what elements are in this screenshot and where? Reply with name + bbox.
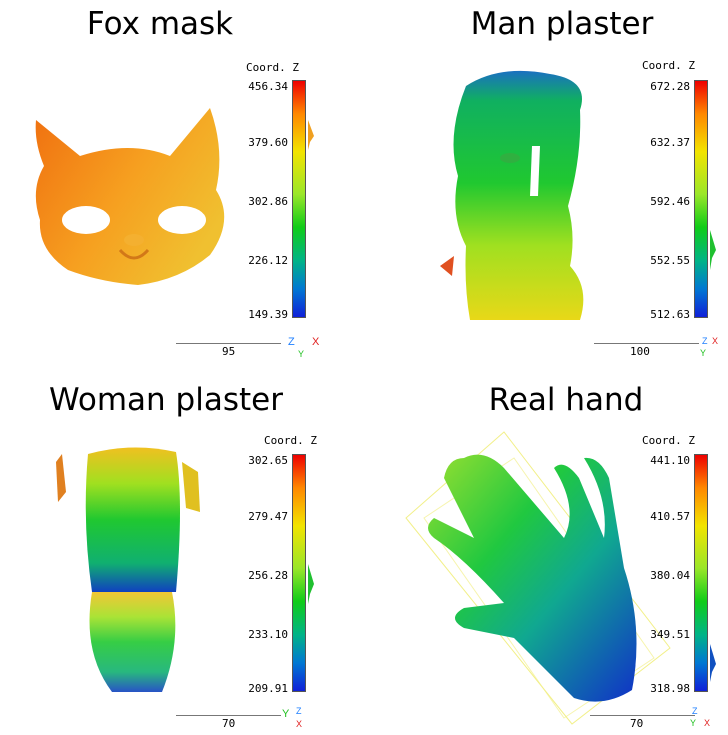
tick-label: 302.86 [248,195,288,208]
panel-title: Fox mask [86,6,234,42]
tick-label: 672.28 [650,80,690,93]
axis-label-z: Z [288,336,295,348]
colorbar [292,80,306,318]
scale-value: 70 [222,717,236,730]
axis-label-x: X [712,336,719,346]
colorbar [694,454,708,692]
colorbar-label: Coord. Z [246,61,299,74]
tick-label: 279.47 [248,510,288,523]
panel-fox-mask: Fox mask Coord. Z 456.34 379.60 302.86 2… [0,0,364,367]
tick-label: 233.10 [248,628,288,641]
axis-triad-icon: Z X Y [690,706,720,734]
axis-label-y: Y [298,349,305,359]
tick-label: 592.46 [650,195,690,208]
tick-label: 379.60 [248,136,288,149]
scale-value: 70 [630,717,644,730]
tick-label: 209.91 [248,682,288,695]
tick-label: 256.28 [248,569,288,582]
colorbar [694,80,708,318]
tick-label: 349.51 [650,628,690,641]
colorbar-histogram [308,120,314,150]
axis-label-y: Y [282,708,290,720]
colorbar-histogram [308,564,314,604]
scale-bar [590,715,695,716]
scale-value: 100 [630,345,650,358]
colorbar-histogram [710,644,716,682]
panel-real-hand: Real hand Coord. Z 441.10 410.57 380.04 … [364,368,728,735]
axis-label-z: Z [296,706,302,716]
axis-triad-icon: Z X Y [288,336,328,364]
tick-label: 226.12 [248,254,288,267]
axis-label-x: X [296,719,303,729]
tick-label: 632.37 [650,136,690,149]
real-hand-render [405,431,671,725]
panel-title: Real hand [488,382,644,418]
panel-man-plaster: Man plaster Coord. Z 672.28 632.37 592.4… [364,0,728,367]
scale-value: 95 [222,345,236,358]
man-plaster-render [440,70,584,320]
colorbar-histogram [710,230,716,270]
panel-title: Woman plaster [49,382,283,418]
fox-mask-render [35,108,225,285]
tick-label: 380.04 [650,569,690,582]
scale-bar [594,343,699,344]
axis-label-z: Z [702,336,708,346]
axis-label-y: Y [700,348,707,358]
panel-title: Man plaster [470,6,654,42]
colorbar-label: Coord. Z [642,59,695,72]
axis-triad-icon: Y X Z [282,706,312,734]
axis-triad-icon: Z X Y [700,336,726,364]
tick-label: 410.57 [650,510,690,523]
tick-label: 552.55 [650,254,690,267]
axis-label-z: Z [692,706,698,716]
woman-plaster-render [56,447,200,692]
scale-bar [176,715,281,716]
tick-label: 456.34 [248,80,288,93]
tick-label: 318.98 [650,682,690,695]
colorbar-label: Coord. Z [642,434,695,447]
axis-label-x: X [704,718,711,728]
panel-woman-plaster: Woman plaster Coord. Z 302.65 279.47 256… [0,368,364,735]
tick-label: 149.39 [248,308,288,321]
tick-label: 441.10 [650,454,690,467]
tick-label: 512.63 [650,308,690,321]
axis-label-y: Y [690,718,697,728]
scale-bar [176,343,281,344]
tick-label: 302.65 [248,454,288,467]
axis-label-x: X [312,336,320,348]
colorbar [292,454,306,692]
colorbar-label: Coord. Z [264,434,317,447]
